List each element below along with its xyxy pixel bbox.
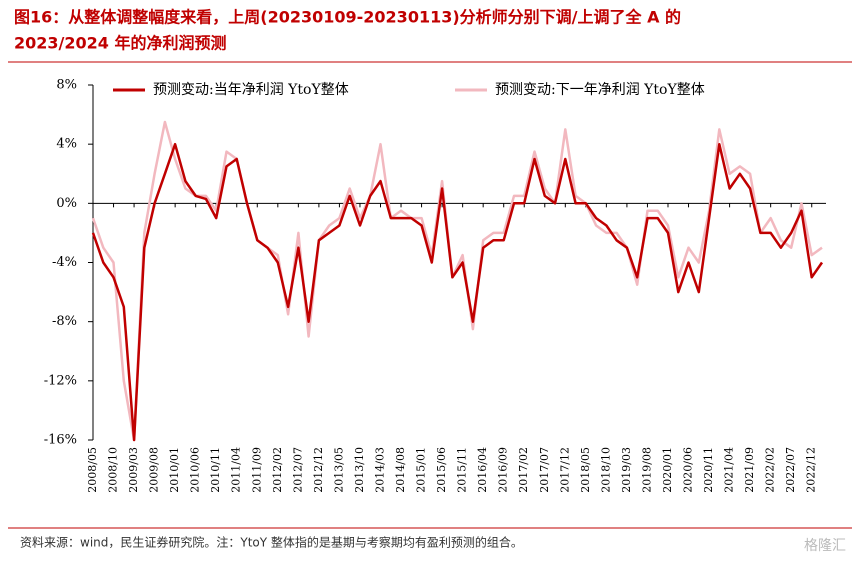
y-tick-label: 0% (56, 196, 77, 211)
x-tick-label: 2009/08 (148, 447, 161, 493)
series-line (91, 142, 824, 442)
x-tick-label: 2022/07 (784, 447, 797, 493)
x-tick-label: 2010/06 (189, 447, 202, 493)
x-tick-label: 2014/03 (373, 447, 386, 493)
y-tick-label: -8% (52, 314, 77, 329)
x-tick-label: 2017/07 (538, 447, 551, 493)
y-tick-label: 8% (56, 78, 77, 93)
legend-label: 预测变动:当年净利润 YtoY整体 (153, 82, 349, 98)
x-tick-label: 2019/08 (640, 447, 653, 493)
x-tick-label: 2013/05 (332, 447, 345, 493)
source-note: 资料来源：wind，民生证券研究院。注：YtoY 整体指的是基期与考察期均有盈利… (20, 535, 523, 550)
x-tick-label: 2019/03 (620, 447, 633, 493)
x-tick-label: 2020/11 (702, 447, 715, 493)
x-tick-label: 2012/12 (312, 447, 325, 493)
y-tick-label: -4% (52, 255, 77, 270)
x-tick-label: 2020/01 (661, 447, 674, 493)
y-tick-label: 4% (56, 137, 77, 152)
x-tick-label: 2009/03 (127, 447, 140, 493)
x-tick-label: 2008/05 (86, 447, 99, 493)
x-tick-label: 2020/06 (682, 447, 695, 493)
x-tick-label: 2022/02 (764, 447, 777, 493)
y-tick-label: -12% (44, 373, 77, 388)
x-tick-label: 2017/12 (558, 447, 571, 493)
x-tick-label: 2015/11 (456, 447, 469, 493)
x-tick-label: 2012/07 (291, 447, 304, 493)
x-tick-label: 2008/10 (107, 447, 120, 493)
x-tick-label: 2013/10 (353, 447, 366, 493)
x-tick-label: 2010/11 (209, 447, 222, 493)
x-tick-label: 2018/05 (579, 447, 592, 493)
x-tick-label: 2015/06 (435, 447, 448, 493)
chart-title: 图16：从整体调整幅度来看，上周(20230109-20230113)分析师分别… (14, 8, 681, 27)
y-tick-label: -16% (44, 433, 77, 448)
chart-subtitle: 2023/2024 年的净利润预测 (14, 34, 226, 53)
x-tick-label: 2011/09 (250, 447, 263, 493)
watermark: 格隆汇 (804, 538, 846, 554)
x-tick-label: 2016/04 (476, 447, 489, 493)
x-tick-label: 2015/01 (415, 447, 428, 493)
x-tick-label: 2021/09 (743, 447, 756, 493)
x-tick-label: 2011/04 (230, 447, 243, 493)
x-tick-label: 2010/01 (168, 447, 181, 493)
x-tick-label: 2012/02 (271, 447, 284, 493)
x-tick-label: 2021/04 (723, 447, 736, 493)
x-tick-label: 2014/08 (394, 447, 407, 493)
series-line (91, 120, 823, 442)
x-tick-label: 2022/12 (805, 447, 818, 493)
x-tick-label: 2017/02 (517, 447, 530, 493)
x-tick-label: 2018/10 (599, 447, 612, 493)
legend-label: 预测变动:下一年净利润 YtoY整体 (495, 82, 705, 98)
x-tick-label: 2016/09 (497, 447, 510, 493)
